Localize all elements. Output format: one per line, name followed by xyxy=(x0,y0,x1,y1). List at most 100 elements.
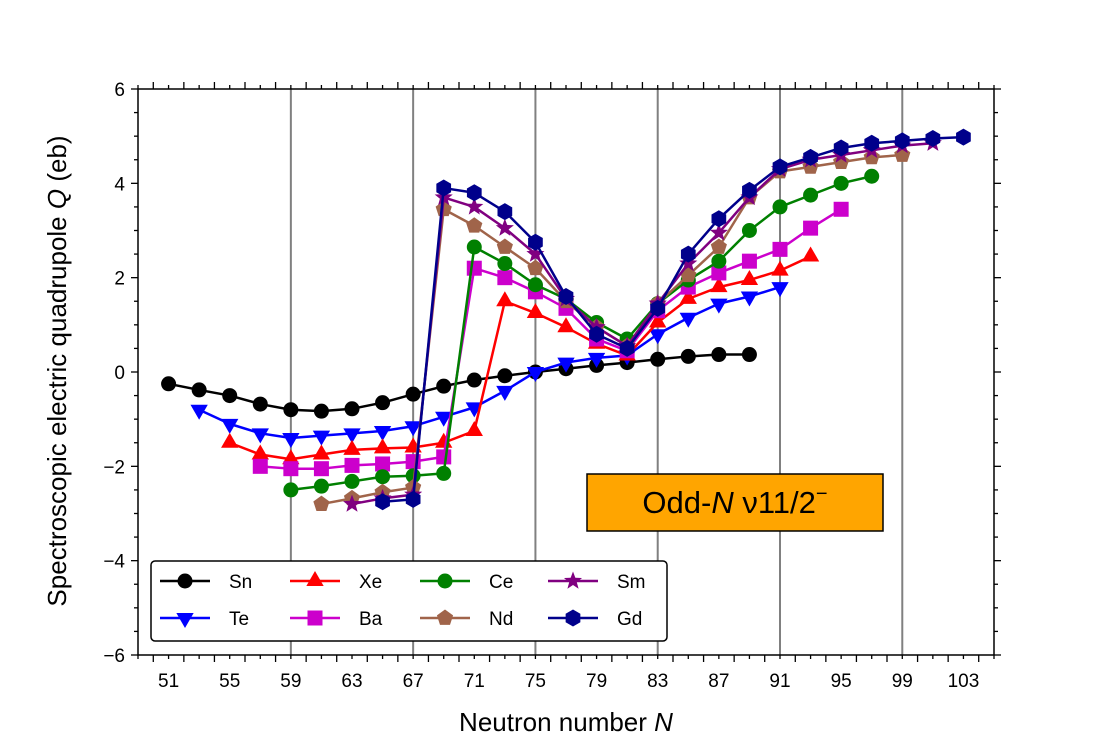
annotation-background xyxy=(586,473,884,532)
data-point-ba-63 xyxy=(344,457,360,473)
data-point-ce-87 xyxy=(711,253,727,269)
data-point-ba-87 xyxy=(711,265,727,281)
data-point-ba-61 xyxy=(313,461,329,477)
data-point-gd-69 xyxy=(436,179,452,197)
data-point-xe-55 xyxy=(221,432,239,448)
data-point-ba-57 xyxy=(252,458,268,474)
data-point-gd-73 xyxy=(497,203,513,221)
data-point-sn-59 xyxy=(283,402,299,418)
data-point-ce-59 xyxy=(283,482,299,498)
y-tick-label: 2 xyxy=(114,269,125,290)
data-point-ba-73 xyxy=(497,270,513,286)
data-point-ce-89 xyxy=(741,223,757,238)
data-point-te-89 xyxy=(740,291,759,307)
y-axis-title: Spectroscopic electric quadrupole Q (eb) xyxy=(42,135,72,606)
x-tick-label: 95 xyxy=(831,671,852,692)
data-point-ce-91 xyxy=(772,199,788,215)
series-gd xyxy=(375,128,971,511)
data-point-te-59 xyxy=(282,433,300,449)
data-point-gd-77 xyxy=(558,288,574,306)
data-point-sn-61 xyxy=(313,403,329,419)
legend-entry-sm: Sm xyxy=(548,571,646,593)
y-tick-label: −4 xyxy=(103,552,125,573)
y-tick-label: 6 xyxy=(114,80,125,101)
data-point-xe-57 xyxy=(251,444,269,460)
data-point-xe-71 xyxy=(465,420,483,436)
data-point-gd-75 xyxy=(528,233,543,251)
data-point-sn-73 xyxy=(497,368,513,384)
data-point-gd-87 xyxy=(711,210,727,228)
data-point-ce-63 xyxy=(344,473,360,489)
data-point-nd-87 xyxy=(710,238,727,254)
legend-label-te: Te xyxy=(229,609,249,630)
data-point-sm-75 xyxy=(526,244,545,262)
data-point-gd-97 xyxy=(864,134,880,152)
x-tick-label: 55 xyxy=(219,671,240,692)
data-point-te-83 xyxy=(649,329,667,345)
x-tick-label: 99 xyxy=(892,671,913,692)
axes: 51 55 59 63 67 71 75 79 83 87 91 95 99 103 −6 −4 −2 0 2 4 6 xyxy=(103,80,1001,692)
data-point-te-91 xyxy=(771,282,789,298)
data-point-xe-65 xyxy=(373,438,392,454)
legend-entry-nd: Nd xyxy=(420,609,513,630)
data-point-te-55 xyxy=(221,418,239,434)
y-tick-label: 4 xyxy=(114,174,125,195)
data-point-gd-71 xyxy=(466,184,482,202)
legend-entry-te: Te xyxy=(160,609,249,630)
data-point-gd-83 xyxy=(650,299,666,317)
x-tick-label: 91 xyxy=(769,671,790,692)
data-point-sn-83 xyxy=(650,351,666,367)
data-point-te-63 xyxy=(343,428,361,444)
data-point-sn-89 xyxy=(741,347,757,363)
series-sn xyxy=(161,347,757,419)
data-point-gd-85 xyxy=(680,245,696,263)
data-point-sn-63 xyxy=(344,401,360,417)
data-point-sn-53 xyxy=(191,382,207,398)
data-point-sm-85 xyxy=(679,254,698,272)
data-point-sm-73 xyxy=(495,218,514,236)
data-point-ce-93 xyxy=(803,187,819,203)
data-point-sn-57 xyxy=(252,396,268,412)
legend-marker-te xyxy=(176,613,194,628)
data-point-xe-59 xyxy=(282,449,300,465)
data-point-te-87 xyxy=(710,298,728,314)
x-axis-title: Neutron number N xyxy=(459,707,673,736)
data-point-te-67 xyxy=(404,421,422,437)
data-point-nd-75 xyxy=(527,259,544,276)
x-tick-label: 83 xyxy=(647,671,668,692)
data-point-xe-85 xyxy=(679,288,697,304)
annotation-box: Odd-N ν11/2− xyxy=(586,473,884,532)
y-tick-label: 0 xyxy=(114,363,125,384)
series-te xyxy=(190,282,789,449)
data-point-xe-75 xyxy=(526,303,545,319)
data-point-xe-61 xyxy=(312,444,331,460)
legend-marker-sm xyxy=(563,571,583,589)
data-point-te-69 xyxy=(435,411,453,427)
data-point-gd-103 xyxy=(956,128,971,146)
data-point-gd-99 xyxy=(894,132,910,150)
data-point-ce-71 xyxy=(466,239,482,255)
data-point-gd-93 xyxy=(803,148,818,166)
x-tick-label: 67 xyxy=(403,671,424,692)
data-point-ce-65 xyxy=(375,469,391,485)
data-point-xe-93 xyxy=(801,246,820,262)
data-point-sm-63 xyxy=(342,494,362,512)
legend-entry-sn: Sn xyxy=(160,572,252,593)
legend-label-nd: Nd xyxy=(489,609,513,630)
x-tick-label: 51 xyxy=(158,671,179,692)
x-tick-label: 87 xyxy=(708,671,729,692)
data-point-xe-77 xyxy=(557,317,575,333)
data-point-ba-95 xyxy=(833,201,849,217)
legend-marker-nd xyxy=(436,609,454,625)
data-point-ba-59 xyxy=(283,461,299,477)
x-tick-label: 103 xyxy=(948,671,980,692)
data-point-gd-81 xyxy=(619,339,635,357)
data-point-te-71 xyxy=(465,402,483,418)
data-point-ce-95 xyxy=(833,175,849,191)
legend-marker-xe xyxy=(306,571,324,586)
data-point-te-77 xyxy=(557,357,575,373)
data-point-sn-65 xyxy=(375,395,391,411)
data-point-gd-95 xyxy=(833,139,849,157)
data-point-nd-71 xyxy=(466,217,483,233)
